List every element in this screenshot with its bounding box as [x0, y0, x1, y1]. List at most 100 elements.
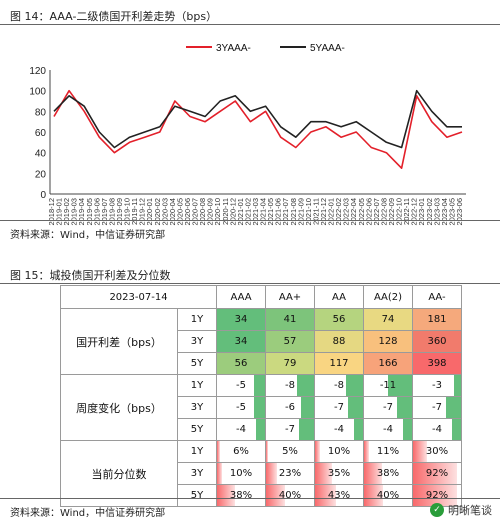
- x-tick-label: 2022-01: [327, 198, 336, 226]
- value-text: -7: [285, 424, 295, 435]
- value-text: 10%: [327, 446, 351, 457]
- x-tick-label: 2020-03: [160, 198, 169, 226]
- value-cell: 30%: [412, 440, 462, 463]
- value-text: 5%: [282, 446, 298, 457]
- value-bar: [296, 375, 314, 396]
- value-text: -8: [285, 380, 295, 391]
- tenor-label: 5Y: [177, 418, 217, 441]
- value-cell: -4: [216, 418, 266, 441]
- value-text: -4: [383, 424, 393, 435]
- value-text: 92%: [425, 468, 449, 479]
- value-cell: 56: [216, 352, 266, 375]
- x-tick-label: 2021-08: [289, 198, 298, 226]
- value-text: 79: [283, 358, 297, 369]
- x-tick-label: 2019-04: [77, 198, 86, 226]
- series-line-1: [53, 89, 462, 149]
- value-bar: [254, 397, 265, 418]
- value-bar: [454, 375, 461, 396]
- value-text: 43%: [327, 490, 351, 501]
- value-cell: -4: [314, 418, 364, 441]
- value-bar: [315, 485, 336, 506]
- value-cell: 43%: [314, 484, 364, 507]
- x-tick-label: 2020-06: [183, 198, 192, 226]
- table-row: 5Y 38% 40% 43% 40% 92%: [61, 484, 462, 507]
- value-bar: [364, 463, 383, 484]
- x-tick-label: 2019-11: [130, 198, 139, 225]
- watermark-text: 明晰笔谈: [448, 504, 492, 517]
- value-cell: 88: [314, 330, 364, 353]
- col-header: AAA: [216, 285, 266, 309]
- x-tick-label: 2019-01: [55, 198, 64, 226]
- value-bar: [388, 375, 412, 396]
- value-cell: 92%: [412, 484, 462, 507]
- x-axis: 2018-122019-012019-022019-032019-042019-…: [47, 198, 464, 226]
- series-line-0: [53, 89, 463, 169]
- x-tick-label: 2022-10: [395, 198, 404, 226]
- value-cell: 34: [216, 330, 266, 353]
- value-text: -5: [236, 402, 246, 413]
- value-text: 92%: [425, 490, 449, 501]
- value-cell: 92%: [412, 462, 462, 485]
- tenor-label: 5Y: [177, 484, 217, 507]
- x-tick-label: 2019-10: [123, 198, 132, 226]
- value-cell: 38%: [216, 484, 266, 507]
- y-tick-label: 80: [35, 107, 47, 118]
- value-cell: 40%: [363, 484, 413, 507]
- value-text: 6%: [233, 446, 249, 457]
- value-text: 88: [332, 336, 346, 347]
- x-tick-label: 2021-03: [251, 198, 260, 226]
- figure-15-source: 资料来源：Wind，中信证券研究部: [10, 508, 166, 519]
- value-text: 34: [234, 314, 248, 325]
- value-cell: 128: [363, 330, 413, 353]
- x-tick-label: 2019-08: [107, 198, 116, 226]
- value-bar: [364, 441, 370, 462]
- x-tick-label: 2022-03: [342, 198, 351, 226]
- x-tick-label: 2020-08: [198, 198, 207, 226]
- value-cell: -7: [412, 396, 462, 419]
- value-text: -4: [432, 424, 442, 435]
- x-tick-label: 2020-11: [221, 198, 230, 225]
- value-cell: 181: [412, 308, 462, 331]
- value-cell: 11%: [363, 440, 413, 463]
- x-tick-label: 2022-09: [387, 198, 396, 226]
- value-bar: [254, 375, 265, 396]
- value-text: -6: [285, 402, 295, 413]
- divider: [0, 283, 500, 284]
- x-tick-label: 2020-07: [191, 198, 200, 226]
- value-bar: [217, 441, 220, 462]
- x-tick-label: 2019-02: [62, 198, 71, 226]
- watermark: ✓ 明晰笔谈: [430, 502, 492, 518]
- value-cell: -7: [363, 396, 413, 419]
- value-cell: -4: [363, 418, 413, 441]
- value-text: 128: [378, 336, 398, 347]
- x-tick-label: 2021-06: [274, 198, 283, 226]
- tenor-label: 3Y: [177, 330, 217, 353]
- x-tick-label: 2023-05: [447, 198, 456, 226]
- y-tick-label: 0: [40, 190, 46, 201]
- x-tick-label: 2021-05: [266, 198, 275, 226]
- value-text: 40%: [278, 490, 302, 501]
- value-bar: [300, 397, 314, 418]
- figure-14-title: 图 14：AAA-二级债国开利差走势（bps）: [10, 10, 218, 23]
- group-label: 当前分位数: [60, 440, 178, 507]
- value-text: 74: [381, 314, 395, 325]
- value-text: -3: [432, 380, 442, 391]
- value-bar: [445, 397, 461, 418]
- group-label: 国开利差（bps）: [60, 308, 178, 375]
- value-cell: 35%: [314, 462, 364, 485]
- y-axis: 0 20 40 60 80 100 120: [29, 66, 466, 201]
- value-bar: [256, 419, 265, 440]
- value-cell: -7: [265, 418, 315, 441]
- x-tick-label: 2019-07: [100, 198, 109, 226]
- x-tick-label: 2021-01: [236, 198, 245, 226]
- divider: [0, 220, 500, 221]
- x-tick-label: 2020-04: [168, 198, 177, 226]
- x-tick-label: 2019-06: [92, 198, 101, 226]
- tenor-label: 5Y: [177, 352, 217, 375]
- value-text: -7: [383, 402, 393, 413]
- x-tick-label: 2019-09: [115, 198, 124, 226]
- value-cell: -5: [216, 374, 266, 397]
- table-row: 国开利差（bps） 1Y 34 41 56 74 181: [60, 308, 462, 375]
- divider: [0, 498, 500, 499]
